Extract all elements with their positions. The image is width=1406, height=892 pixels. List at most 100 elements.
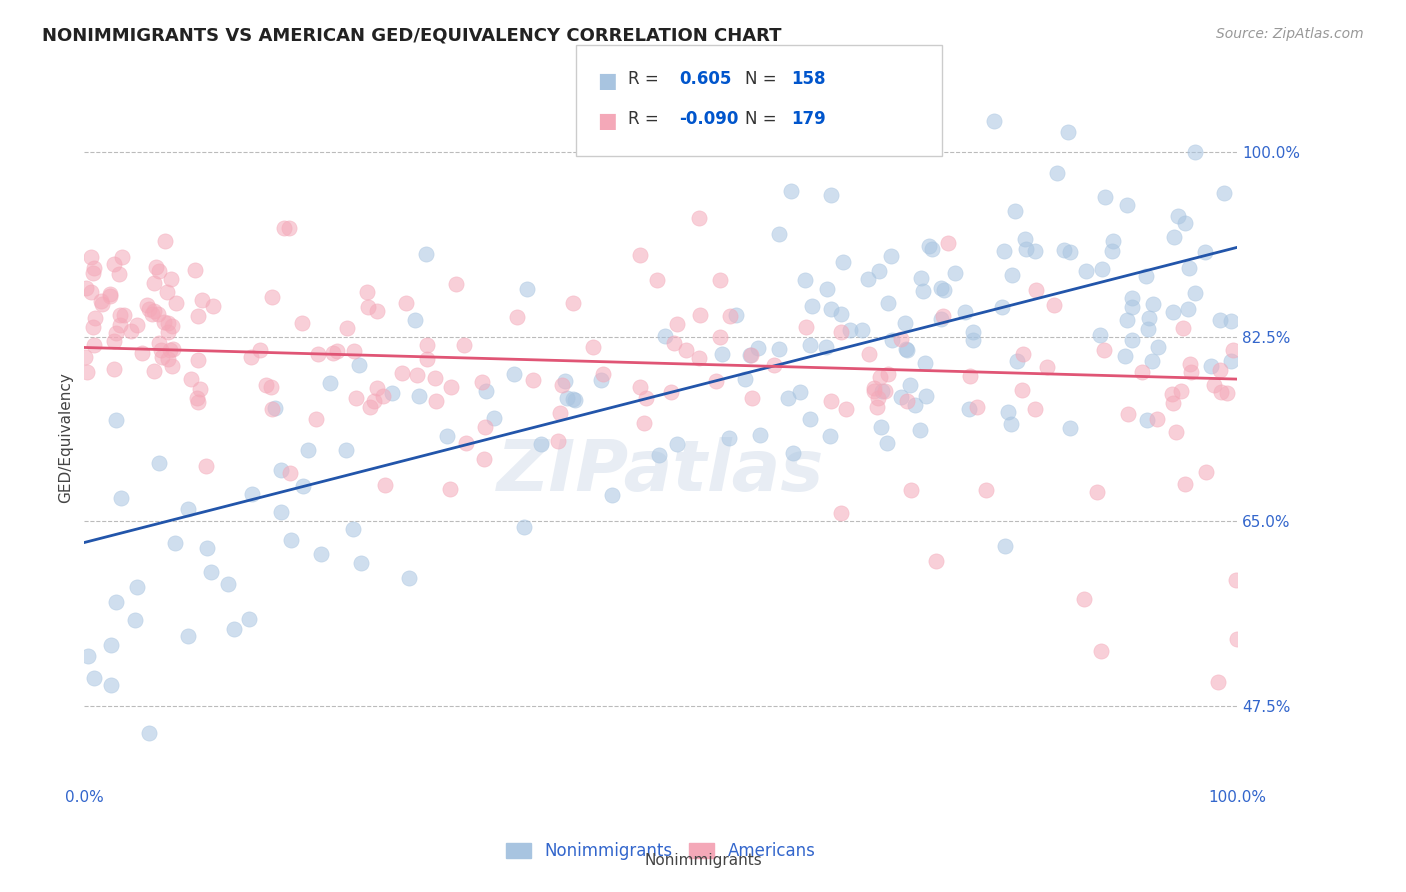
Point bbox=[1137, 321, 1160, 335]
Point bbox=[1161, 395, 1184, 409]
Point bbox=[326, 344, 349, 359]
Point bbox=[156, 325, 179, 339]
Point bbox=[747, 342, 769, 356]
Point bbox=[815, 281, 838, 295]
Point bbox=[103, 362, 125, 376]
Point bbox=[1114, 349, 1136, 363]
Point bbox=[880, 249, 903, 263]
Point bbox=[1211, 384, 1233, 399]
Point bbox=[1116, 198, 1139, 212]
Point bbox=[503, 368, 526, 382]
Point bbox=[858, 347, 880, 361]
Point bbox=[259, 380, 281, 394]
Point bbox=[628, 248, 651, 262]
Point bbox=[359, 401, 381, 415]
Point bbox=[108, 318, 131, 333]
Point bbox=[1170, 384, 1192, 398]
Point bbox=[904, 399, 927, 413]
Point bbox=[915, 389, 938, 403]
Point bbox=[1164, 425, 1187, 439]
Point bbox=[522, 373, 544, 387]
Point bbox=[277, 221, 299, 235]
Point bbox=[1225, 574, 1247, 588]
Point bbox=[342, 522, 364, 536]
Point bbox=[592, 368, 614, 382]
Point bbox=[709, 330, 731, 344]
Point bbox=[709, 272, 731, 286]
Point bbox=[148, 307, 170, 321]
Point bbox=[966, 400, 988, 414]
Point bbox=[1116, 407, 1139, 421]
Point bbox=[1219, 314, 1241, 328]
Point bbox=[820, 302, 842, 317]
Point bbox=[136, 297, 159, 311]
Point bbox=[149, 343, 172, 357]
Point bbox=[1101, 244, 1123, 258]
Point bbox=[356, 285, 378, 299]
Point bbox=[749, 428, 772, 442]
Point bbox=[335, 442, 357, 457]
Point bbox=[882, 333, 904, 347]
Point bbox=[177, 501, 200, 516]
Point bbox=[112, 308, 135, 322]
Point bbox=[292, 478, 315, 492]
Point bbox=[187, 309, 209, 323]
Point bbox=[1180, 365, 1202, 379]
Point bbox=[152, 315, 174, 329]
Point bbox=[506, 310, 529, 325]
Point bbox=[240, 487, 263, 501]
Point bbox=[1199, 359, 1222, 374]
Point bbox=[436, 429, 458, 443]
Point bbox=[260, 290, 283, 304]
Text: R =: R = bbox=[628, 70, 665, 87]
Point bbox=[1101, 234, 1123, 248]
Point bbox=[405, 368, 427, 382]
Point bbox=[666, 317, 689, 331]
Point bbox=[111, 251, 134, 265]
Point bbox=[1085, 484, 1108, 499]
Point bbox=[374, 478, 396, 492]
Point bbox=[889, 332, 911, 346]
Point bbox=[830, 325, 852, 339]
Point bbox=[818, 429, 841, 443]
Point bbox=[1161, 305, 1184, 319]
Point bbox=[280, 533, 302, 547]
Point bbox=[80, 250, 103, 264]
Point bbox=[835, 401, 858, 416]
Point bbox=[1136, 413, 1159, 427]
Point bbox=[336, 320, 359, 334]
Point bbox=[76, 365, 98, 379]
Point bbox=[918, 239, 941, 253]
Point bbox=[890, 390, 912, 404]
Point bbox=[600, 488, 623, 502]
Y-axis label: GED/Equivalency: GED/Equivalency bbox=[58, 372, 73, 502]
Point bbox=[138, 725, 160, 739]
Point bbox=[661, 384, 683, 399]
Point bbox=[800, 299, 823, 313]
Point bbox=[1090, 327, 1112, 342]
Point bbox=[138, 301, 160, 316]
Point bbox=[90, 294, 112, 309]
Point bbox=[1059, 245, 1081, 260]
Point bbox=[893, 316, 915, 330]
Point bbox=[191, 293, 214, 307]
Text: Source: ZipAtlas.com: Source: ZipAtlas.com bbox=[1216, 27, 1364, 41]
Point bbox=[1092, 343, 1115, 357]
Point bbox=[408, 389, 430, 403]
Text: 158: 158 bbox=[792, 70, 827, 87]
Point bbox=[1222, 343, 1244, 358]
Point bbox=[482, 411, 505, 425]
Point bbox=[962, 326, 984, 340]
Point bbox=[1024, 402, 1046, 417]
Point bbox=[1142, 297, 1164, 311]
Point bbox=[1094, 190, 1116, 204]
Point bbox=[997, 404, 1019, 418]
Point bbox=[551, 377, 574, 392]
Point bbox=[184, 263, 207, 277]
Point bbox=[104, 595, 127, 609]
Point bbox=[820, 393, 842, 408]
Point bbox=[391, 366, 413, 380]
Point bbox=[249, 343, 271, 357]
Point bbox=[1001, 268, 1024, 283]
Point bbox=[741, 391, 763, 405]
